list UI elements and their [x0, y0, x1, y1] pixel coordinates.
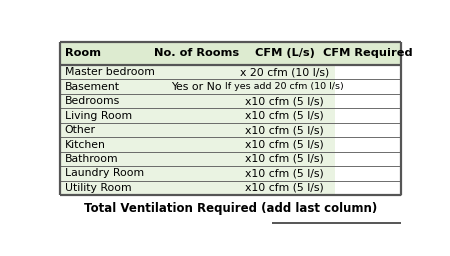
Text: Other: Other	[65, 125, 95, 135]
Bar	[60, 79, 335, 94]
Text: If yes add 20 cfm (10 l/s): If yes add 20 cfm (10 l/s)	[225, 82, 344, 91]
Text: Utility Room: Utility Room	[65, 183, 131, 193]
Bar	[335, 152, 401, 166]
Text: CFM Required: CFM Required	[323, 48, 413, 58]
Text: x10 cfm (5 l/s): x10 cfm (5 l/s)	[245, 168, 324, 178]
Text: x10 cfm (5 l/s): x10 cfm (5 l/s)	[245, 111, 324, 121]
Text: Room: Room	[65, 48, 101, 58]
Bar	[335, 137, 401, 152]
Text: x10 cfm (5 l/s): x10 cfm (5 l/s)	[245, 96, 324, 106]
Text: No. of Rooms: No. of Rooms	[154, 48, 239, 58]
Bar	[335, 166, 401, 181]
Text: Laundry Room: Laundry Room	[65, 168, 144, 178]
Bar	[335, 181, 401, 195]
Text: CFM (L/s): CFM (L/s)	[255, 48, 315, 58]
Bar	[60, 137, 335, 152]
Text: Bathroom: Bathroom	[65, 154, 118, 164]
Text: Kitchen: Kitchen	[65, 140, 105, 150]
Text: Basement: Basement	[65, 82, 120, 92]
Text: Living Room: Living Room	[65, 111, 132, 121]
Bar	[60, 94, 335, 108]
Bar	[335, 108, 401, 123]
Text: x 20 cfm (10 l/s): x 20 cfm (10 l/s)	[240, 67, 329, 77]
Text: Master bedroom: Master bedroom	[65, 67, 154, 77]
Text: x10 cfm (5 l/s): x10 cfm (5 l/s)	[245, 183, 324, 193]
Bar	[60, 65, 335, 79]
Text: Total Ventilation Required (add last column): Total Ventilation Required (add last col…	[84, 201, 377, 215]
Bar	[60, 123, 335, 137]
Bar	[60, 166, 335, 181]
Text: x10 cfm (5 l/s): x10 cfm (5 l/s)	[245, 154, 324, 164]
Text: x10 cfm (5 l/s): x10 cfm (5 l/s)	[245, 140, 324, 150]
Bar	[60, 152, 335, 166]
Bar	[335, 65, 401, 79]
Text: Bedrooms: Bedrooms	[65, 96, 120, 106]
Bar	[60, 181, 335, 195]
Bar	[60, 41, 401, 65]
Bar	[60, 108, 335, 123]
Text: Yes or No: Yes or No	[171, 82, 222, 92]
Text: x10 cfm (5 l/s): x10 cfm (5 l/s)	[245, 125, 324, 135]
Bar	[335, 79, 401, 94]
Bar	[335, 94, 401, 108]
Bar	[335, 123, 401, 137]
